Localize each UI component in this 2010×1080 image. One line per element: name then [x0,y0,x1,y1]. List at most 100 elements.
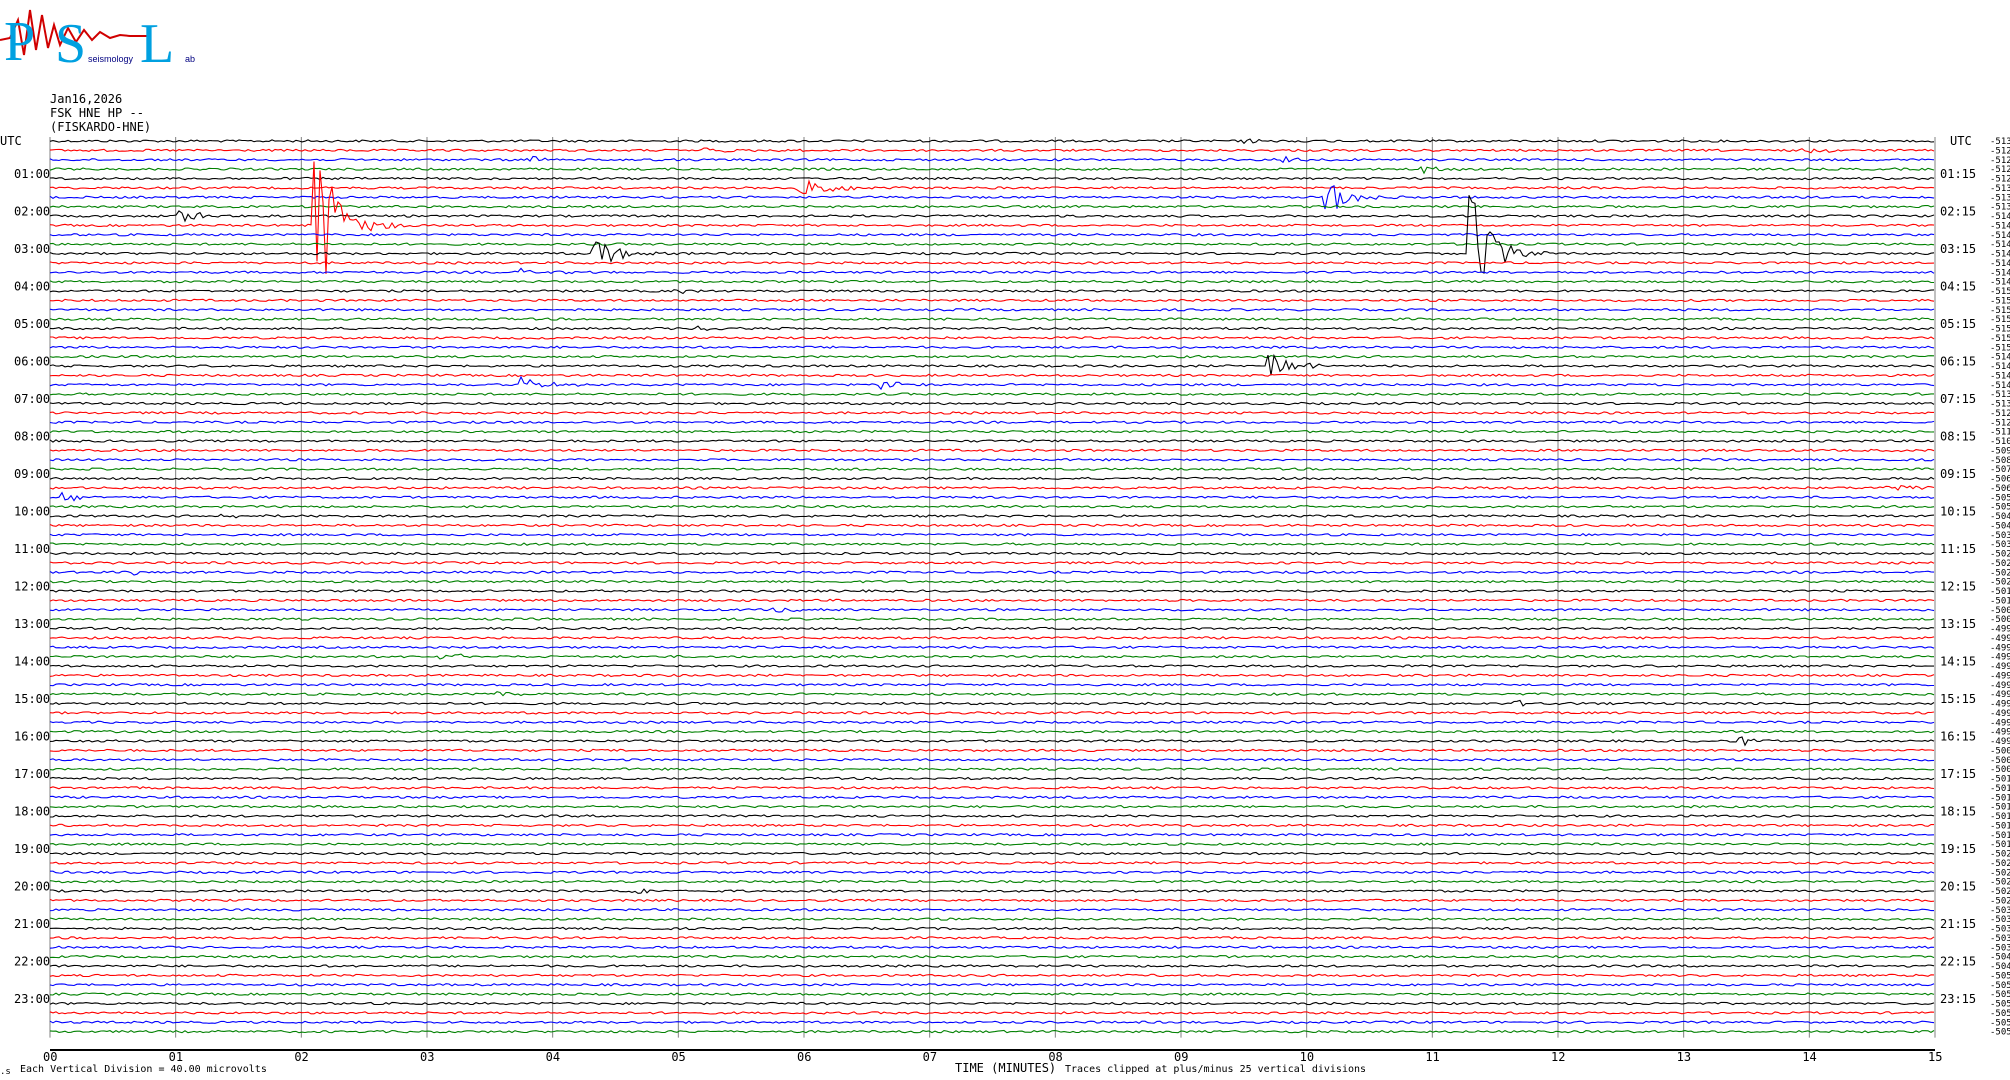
header-date: Jan16,2026 [50,92,123,106]
trace-offset-label: -4999 [1990,625,2010,635]
trace-offset-label: -5151 [1990,296,2010,306]
x-tick-label: 15 [1928,1050,1942,1064]
footer-vertical-division: Each Vertical Division = 40.00 microvolt… [20,1064,267,1075]
trace-offset-label: -5039 [1990,531,2010,541]
trace-line [49,786,1935,790]
psl-logo: P S L seismology ab [0,9,195,75]
hour-label-right: 02:15 [1940,204,1976,218]
trace-offset-label: -4993 [1990,681,2010,691]
trace-offset-label: -5145 [1990,371,2010,381]
trace-offset-label: -5150 [1990,287,2010,297]
x-tick-label: 02 [294,1050,308,1064]
hour-label-left: 08:00 [14,429,50,443]
seismic-traces [49,138,1935,1034]
hour-label-left: 23:00 [14,992,50,1006]
trace-line [49,325,1935,332]
trace-offset-label: -5010 [1990,775,2010,785]
trace-offset-label: -5134 [1990,193,2010,203]
trace-line [49,561,1935,565]
trace-offset-label: -5049 [1990,512,2010,522]
trace-offset-label: -5131 [1990,137,2010,147]
trace-line [49,983,1935,987]
trace-offset-label: -4991 [1990,690,2010,700]
trace-line [49,917,1935,921]
trace-line [49,317,1934,321]
trace-line [49,533,1935,537]
trace-offset-label: -5044 [1990,521,2010,531]
x-tick-label: 06 [797,1050,811,1064]
trace-offset-label: -5068 [1990,475,2010,485]
trace-line [49,1020,1935,1024]
logo-letter-p: P [4,11,35,73]
hour-label-left: 02:00 [14,204,50,218]
trace-line [49,289,1935,295]
trace-offset-label: -5140 [1990,212,2010,222]
trace-line [49,429,1935,434]
trace-line [49,699,1935,707]
hour-label-right: 06:15 [1940,354,1976,368]
x-tick-label: 13 [1677,1050,1691,1064]
trace-offset-label: -5018 [1990,831,2010,841]
trace-line [49,184,1935,210]
trace-line [49,261,1935,265]
trace-offset-label: -5104 [1990,437,2010,447]
trace-line [49,833,1935,837]
trace-line [49,233,1935,237]
trace-offset-label: -5143 [1990,221,2010,231]
trace-offset-label: -5054 [1990,1018,2010,1028]
footer-clip-note: Traces clipped at plus/minus 25 vertical… [1065,1064,1366,1075]
hour-label-left: 01:00 [14,167,50,181]
trace-offset-label: -5151 [1990,306,2010,316]
trace-line [49,908,1934,912]
trace-offset-label: -4999 [1990,737,2010,747]
trace-offset-label: -5128 [1990,146,2010,156]
minute-grid [49,137,1936,1051]
trace-offset-label: -5145 [1990,231,2010,241]
hour-label-left: 13:00 [14,617,50,631]
trace-line [49,267,1935,275]
trace-line [49,664,1934,668]
trace-line [49,776,1935,781]
x-tick-label: 10 [1300,1050,1314,1064]
trace-line [49,673,1935,678]
trace-line [49,176,1935,181]
trace-offset-label: -5113 [1990,428,2010,438]
trace-offset-label: -5036 [1990,934,2010,944]
hour-label-right: 18:15 [1940,804,1976,818]
trace-line [49,204,1935,209]
trace-line [49,353,1935,376]
trace-line [49,279,1934,284]
trace-line [49,411,1934,415]
trace-offset-label: -5032 [1990,906,2010,916]
x-tick-label: 00 [43,1050,57,1064]
hour-label-right: 12:15 [1940,579,1976,593]
trace-line [49,345,1935,349]
trace-line [49,736,1935,747]
logo-letter-s: S [55,13,86,75]
trace-line [49,945,1935,949]
trace-line [50,936,1935,940]
hour-label-right: 09:15 [1940,467,1976,481]
trace-offset-label: -4998 [1990,634,2010,644]
trace-offset-label: -5151 [1990,315,2010,325]
trace-offset-label: -5034 [1990,915,2010,925]
trace-offset-label: -5151 [1990,325,2010,335]
x-tick-label: 01 [169,1050,183,1064]
trace-line [50,542,1935,546]
hour-label-right: 10:15 [1940,504,1976,518]
trace-line [49,491,1935,502]
trace-offset-label: -5005 [1990,606,2010,616]
hour-label-left: 04:00 [14,279,50,293]
trace-line [49,992,1935,996]
trace-line [49,308,1935,312]
trace-line [49,551,1935,556]
trace-offset-label: -5149 [1990,353,2010,363]
trace-line [49,484,1935,491]
trace-line [49,161,1935,274]
x-tick-label: 03 [420,1050,434,1064]
trace-line [49,926,1935,931]
hour-label-left: 18:00 [14,804,50,818]
x-tick-label: 08 [1048,1050,1062,1064]
trace-line [49,729,1935,734]
trace-line [49,683,1934,687]
